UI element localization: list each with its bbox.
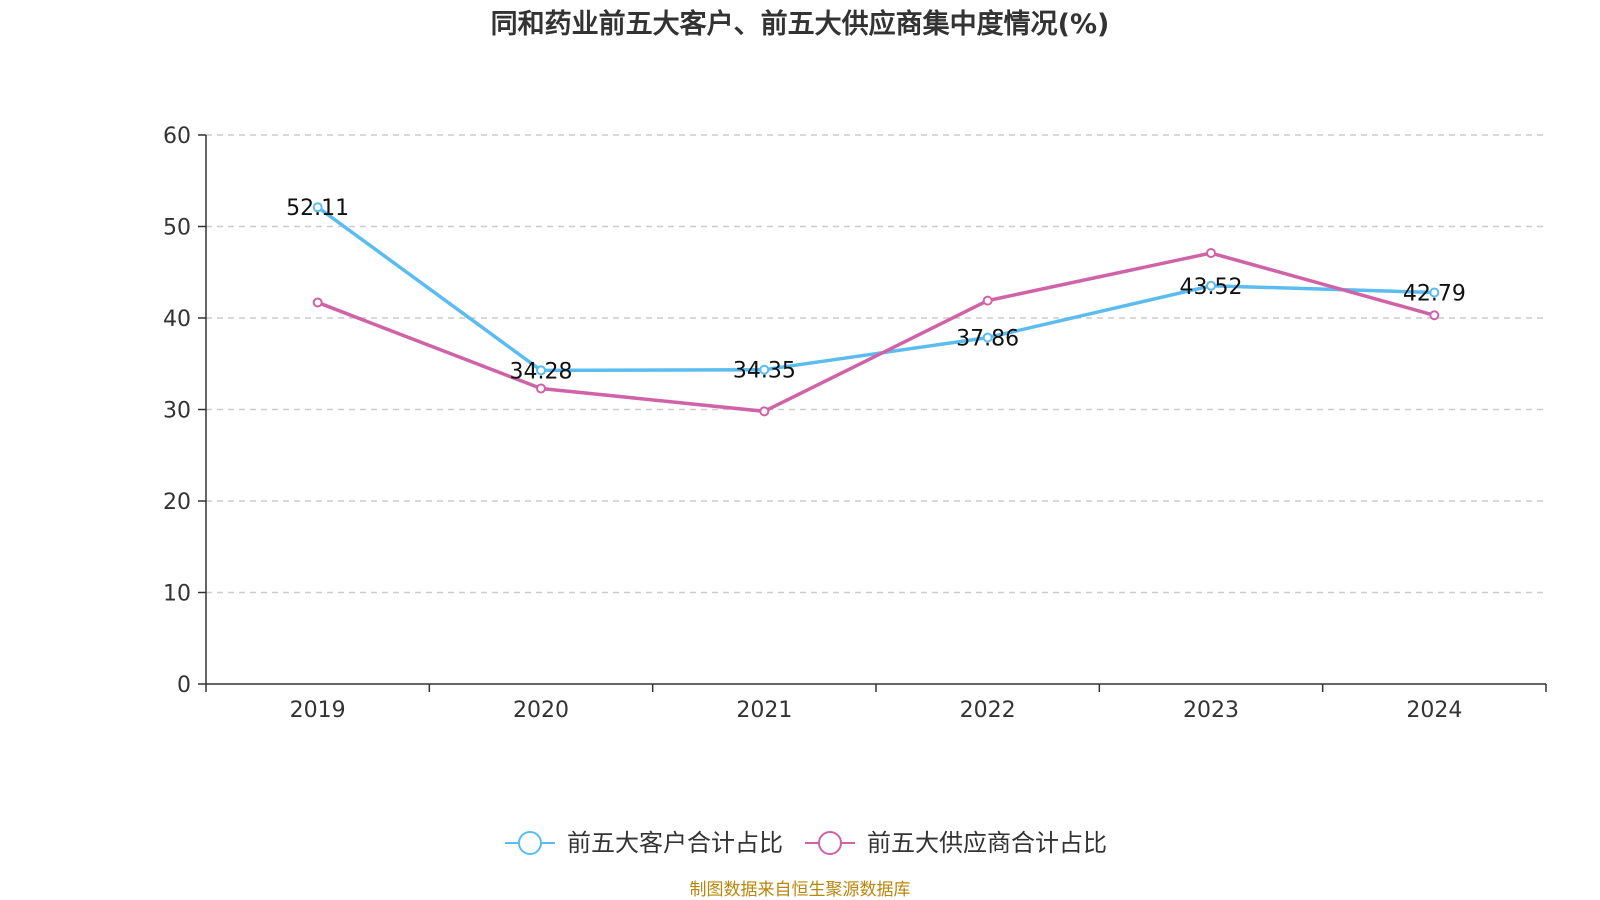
y-tick-label: 60 [163, 124, 191, 149]
y-tick-label: 30 [163, 399, 191, 424]
series-group [312, 202, 1440, 417]
data-label: 34.35 [733, 359, 796, 384]
data-point [1429, 310, 1440, 321]
chart-title: 同和药业前五大客户、前五大供应商集中度情况(%) [491, 8, 1110, 40]
data-point [982, 295, 993, 306]
source-note: 制图数据来自恒生聚源数据库 [690, 880, 911, 900]
data-point [312, 202, 323, 213]
y-tick-label: 50 [163, 216, 191, 241]
data-label: 34.28 [510, 359, 573, 384]
x-tick-label: 2019 [290, 698, 346, 723]
legend-item-1[interactable]: 前五大客户合计占比 [505, 829, 783, 857]
data-labels: 52.11 34.28 34.35 37.86 43.52 42.79 [286, 196, 1466, 384]
x-tick-label: 2024 [1406, 698, 1462, 723]
legend-item-2[interactable]: 前五大供应商合计占比 [805, 829, 1107, 857]
y-tick-label: 20 [163, 490, 191, 515]
data-point [759, 406, 770, 417]
x-tick-label: 2021 [736, 698, 792, 723]
legend-label: 前五大客户合计占比 [567, 829, 783, 857]
x-tick-label: 2020 [513, 698, 569, 723]
data-point [982, 332, 993, 343]
data-label: 37.86 [956, 327, 1019, 352]
series-line-2 [317, 251, 1435, 414]
x-tick-label: 2022 [960, 698, 1016, 723]
data-label: 52.11 [286, 196, 349, 221]
y-tick-label: 0 [177, 673, 191, 698]
data-label: 43.52 [1180, 275, 1243, 300]
data-label: 42.79 [1403, 281, 1466, 306]
axes: 0 10 20 30 40 50 60 2019 2020 2021 2022 2023 2024 [163, 124, 1547, 723]
data-point [759, 364, 770, 375]
data-point [312, 297, 323, 308]
data-point [1206, 280, 1216, 291]
data-point [1206, 248, 1216, 259]
data-point [1429, 287, 1440, 298]
y-tick-label: 40 [163, 307, 191, 332]
legend-marker-icon [518, 831, 542, 855]
x-tick-label: 2023 [1183, 698, 1239, 723]
legend-label: 前五大供应商合计占比 [867, 829, 1107, 857]
data-point [536, 365, 546, 376]
y-tick-label: 10 [163, 582, 191, 607]
series-line-1 [316, 205, 1435, 373]
legend[interactable]: 前五大客户合计占比 前五大供应商合计占比 [505, 829, 1107, 857]
legend-marker-icon [818, 831, 842, 855]
data-point [536, 383, 546, 394]
grid-lines [206, 134, 1546, 594]
